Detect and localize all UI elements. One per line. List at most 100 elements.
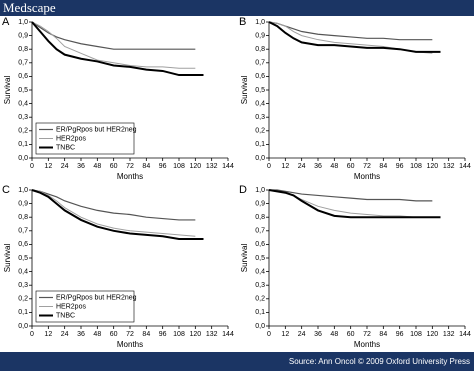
y-tick-label: 0,1 [255,309,265,316]
x-tick-label: 108 [173,163,185,170]
x-tick-label: 72 [126,163,134,170]
legend-label: TNBC [56,144,75,151]
y-tick-label: 0,6 [18,241,28,248]
x-tick-label: 108 [410,331,422,338]
y-tick-label: 0,3 [255,114,265,121]
x-tick-label: 144 [222,163,234,170]
x-tick-label: 24 [61,163,69,170]
survival-curve [31,189,196,221]
y-tick-label: 0,0 [18,323,28,330]
y-tick-label: 0,2 [255,296,265,303]
x-tick-label: 0 [30,163,34,170]
y-tick-label: 0,9 [18,200,28,207]
y-tick-label: 1,0 [255,19,265,26]
x-tick-label: 132 [206,331,218,338]
y-tick-label: 0,5 [18,87,28,94]
x-tick-label: 12 [44,331,52,338]
y-tick-label: 0,0 [18,155,28,162]
y-tick-label: 0,8 [18,46,28,53]
header-title: Medscape [3,0,56,15]
y-tick-label: 0,1 [18,309,28,316]
x-tick-label: 72 [363,163,371,170]
x-axis-title: Months [354,172,380,181]
footer-source: Source: Ann Oncol © 2009 Oxford Universi… [289,357,470,366]
legend-label: TNBC [56,312,75,319]
y-tick-label: 0,9 [18,32,28,39]
x-tick-label: 84 [142,331,150,338]
x-axis-title: Months [117,172,143,181]
legend-label: ER/PgRpos but HER2neg [56,294,137,301]
x-tick-label: 132 [443,163,455,170]
y-tick-label: 0,8 [18,214,28,221]
x-tick-label: 132 [443,331,455,338]
x-tick-label: 0 [30,331,34,338]
x-tick-label: 96 [396,331,404,338]
panel-label: A [2,16,10,28]
y-axis-title: Survival [240,76,249,105]
y-tick-label: 0,6 [255,241,265,248]
y-tick-label: 0,7 [18,60,28,67]
y-tick-label: 0,4 [18,268,28,275]
x-tick-label: 60 [347,331,355,338]
x-tick-label: 144 [222,331,234,338]
x-axis-title: Months [117,340,143,349]
survival-curve [269,189,433,202]
x-tick-label: 12 [44,163,52,170]
y-tick-label: 1,0 [18,187,28,194]
x-tick-label: 24 [298,163,306,170]
footer-bar [0,352,474,371]
x-tick-label: 108 [173,331,185,338]
survival-curve [31,21,204,77]
legend-label: HER2pos [56,135,86,142]
y-tick-label: 0,6 [255,73,265,80]
x-tick-label: 144 [459,163,471,170]
x-tick-label: 48 [330,163,338,170]
survival-curve [268,189,441,219]
x-tick-label: 144 [459,331,471,338]
survival-curve [268,21,433,41]
legend-label: HER2pos [56,303,86,310]
y-tick-label: 0,4 [255,100,265,107]
y-tick-label: 0,2 [18,296,28,303]
x-tick-label: 24 [61,331,69,338]
panel-label: B [239,16,246,28]
y-tick-label: 0,7 [18,228,28,235]
x-tick-label: 120 [426,163,438,170]
y-tick-label: 0,4 [18,100,28,107]
x-tick-label: 60 [347,163,355,170]
y-axis-title: Survival [3,76,12,105]
x-tick-label: 60 [110,331,118,338]
y-axis-title: Survival [240,244,249,273]
y-tick-label: 0,0 [255,155,265,162]
x-tick-label: 36 [314,331,322,338]
legend-label: ER/PgRpos but HER2neg [56,126,137,133]
y-tick-label: 0,9 [255,32,265,39]
x-tick-label: 48 [93,163,101,170]
survival-curve [31,189,196,237]
x-tick-label: 0 [267,163,271,170]
x-tick-label: 120 [426,331,438,338]
x-tick-label: 12 [281,331,289,338]
x-tick-label: 48 [330,331,338,338]
panel-label: C [2,184,10,196]
y-tick-label: 0,1 [255,141,265,148]
x-tick-label: 72 [363,331,371,338]
x-tick-label: 36 [77,331,85,338]
x-tick-label: 0 [267,331,271,338]
x-tick-label: 96 [159,163,167,170]
y-tick-label: 0,3 [18,114,28,121]
x-tick-label: 132 [206,163,218,170]
y-tick-label: 0,7 [255,60,265,67]
y-tick-label: 0,8 [255,214,265,221]
y-tick-label: 0,3 [255,282,265,289]
x-axis-title: Months [354,340,380,349]
x-tick-label: 96 [396,163,404,170]
survival-curve [268,189,433,218]
x-tick-label: 24 [298,331,306,338]
y-tick-label: 0,1 [18,141,28,148]
survival-curve [31,21,196,69]
x-tick-label: 120 [189,163,201,170]
panel-label: D [239,184,247,196]
x-tick-label: 96 [159,331,167,338]
y-tick-label: 0,9 [255,200,265,207]
